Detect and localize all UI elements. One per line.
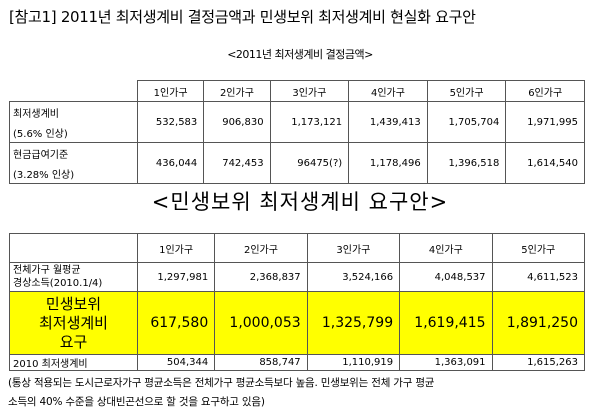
table-cell: 1,439,413 — [348, 101, 428, 143]
header-cell-empty — [9, 80, 138, 102]
document-title: [참고1] 2011년 최저생계비 결정금액과 민생보위 최저생계비 현실화 요… — [9, 8, 476, 26]
table-cell: 3,524,166 — [306, 262, 401, 292]
row-label-line: 전체가구 월평균 — [13, 265, 81, 276]
table-cell: 617,580 — [136, 291, 216, 355]
table1-caption: <2011년 최저생계비 결정금액> — [227, 48, 373, 61]
table-cell: 1,971,995 — [505, 101, 585, 143]
header-cell: 1인가구 — [136, 80, 205, 102]
header-cell: 4인가구 — [348, 80, 428, 102]
row-label: 현금급여기준 — [9, 142, 138, 163]
table-cell: 742,453 — [203, 142, 271, 184]
table-cell: 4,048,537 — [399, 262, 493, 292]
table-cell: 504,344 — [136, 354, 216, 371]
table-cell: 1,110,919 — [306, 354, 401, 371]
header-cell: 3인가구 — [269, 80, 350, 102]
table-cell: 858,747 — [214, 354, 308, 371]
table-cell: 4,611,523 — [491, 262, 586, 292]
table-cell: 906,830 — [203, 101, 271, 143]
highlighted-demand-row: 민생보위 최저생계비 요구 617,580 1,000,053 1,325,79… — [9, 291, 586, 355]
table-cell: 1,891,250 — [491, 291, 586, 355]
footnote-line: (통상 적용되는 도시근로자가구 평균소득은 전체가구 평균소득보다 높음. 민… — [8, 377, 435, 389]
table-cell: 1,705,704 — [426, 101, 507, 143]
header-cell: 2인가구 — [203, 80, 271, 102]
table-cell: 532,583 — [136, 101, 205, 143]
table-row: 최저생계비 532,583 906,830 1,173,121 1,439,41… — [9, 101, 585, 143]
table-cell: 1,000,053 — [214, 291, 308, 355]
demand-proposal-table: 1인가구 2인가구 3인가구 4인가구 5인가구 전체가구 월평균 경상소득(2… — [9, 233, 586, 371]
table-cell: 1,396,518 — [426, 142, 507, 184]
table-cell: 2,368,837 — [214, 262, 308, 292]
row-label-line: 최저생계비 — [38, 313, 108, 332]
header-cell: 3인가구 — [306, 233, 401, 263]
row-label-line: 요구 — [59, 332, 88, 351]
row-label: 최저생계비 — [9, 101, 138, 122]
table-cell: 1,297,981 — [136, 262, 216, 292]
table-row: (3.28% 인상) — [9, 163, 585, 184]
row-label-line: 민생보위 — [45, 294, 102, 313]
footnote: (통상 적용되는 도시근로자가구 평균소득은 전체가구 평균소득보다 높음. 민… — [8, 374, 598, 412]
row-label: 전체가구 월평균 경상소득(2010.1/4) — [9, 262, 138, 292]
table-cell: 96475(?) — [269, 142, 350, 184]
table-cell: 1,614,540 — [505, 142, 585, 184]
header-cell-empty — [9, 233, 138, 263]
table-cell: 1,363,091 — [399, 354, 493, 371]
table-header-row: 1인가구 2인가구 3인가구 4인가구 5인가구 6인가구 — [9, 80, 585, 102]
table-cell: 1,619,415 — [399, 291, 493, 355]
row-label-line: 경상소득(2010.1/4) — [13, 278, 103, 289]
table-row: 전체가구 월평균 경상소득(2010.1/4) 1,297,981 2,368,… — [9, 262, 586, 292]
row-note: (3.28% 인상) — [9, 163, 138, 184]
table-row: 2010 최저생계비 504,344 858,747 1,110,919 1,3… — [9, 354, 586, 371]
header-cell: 5인가구 — [491, 233, 586, 263]
table-cell: 1,615,263 — [491, 354, 586, 371]
header-cell: 2인가구 — [214, 233, 308, 263]
minimum-cost-2011-table: 1인가구 2인가구 3인가구 4인가구 5인가구 6인가구 최저생계비 532,… — [9, 80, 585, 184]
header-cell: 4인가구 — [399, 233, 493, 263]
row-label: 민생보위 최저생계비 요구 — [9, 291, 138, 355]
table-cell: 1,325,799 — [306, 291, 401, 355]
table-cell: 436,044 — [136, 142, 205, 184]
table-row: 현금급여기준 436,044 742,453 96475(?) 1,178,49… — [9, 142, 585, 184]
table-cell: 1,178,496 — [348, 142, 428, 184]
row-label: 2010 최저생계비 — [9, 354, 138, 371]
footnote-line: 소득의 40% 수준을 상대빈곤선으로 할 것을 요구하고 있음) — [8, 396, 265, 408]
table2-caption: <민생보위 최저생계비 요구안> — [151, 190, 449, 214]
header-cell: 6인가구 — [505, 80, 585, 102]
table-cell: 1,173,121 — [269, 101, 350, 143]
header-cell: 5인가구 — [426, 80, 507, 102]
row-note: (5.6% 인상) — [9, 122, 138, 143]
table-header-row: 1인가구 2인가구 3인가구 4인가구 5인가구 — [9, 233, 586, 263]
header-cell: 1인가구 — [136, 233, 216, 263]
